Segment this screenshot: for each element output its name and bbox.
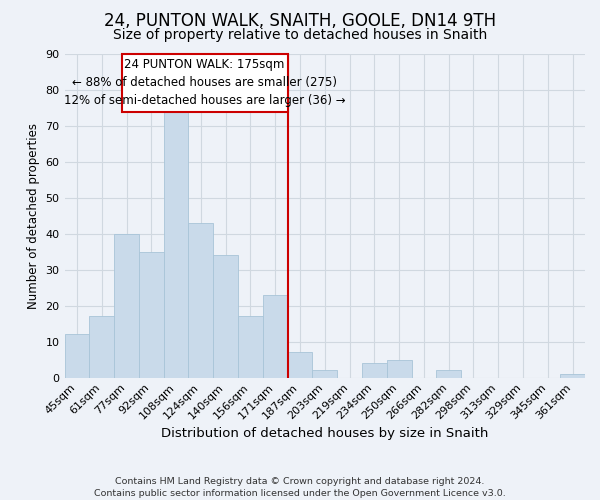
Text: Size of property relative to detached houses in Snaith: Size of property relative to detached ho…	[113, 28, 487, 42]
Bar	[238, 316, 263, 378]
Bar	[387, 360, 412, 378]
Bar	[188, 223, 213, 378]
Bar	[287, 352, 313, 378]
Text: Contains HM Land Registry data © Crown copyright and database right 2024.
Contai: Contains HM Land Registry data © Crown c…	[94, 476, 506, 498]
Bar	[139, 252, 164, 378]
Bar	[436, 370, 461, 378]
Bar	[313, 370, 337, 378]
Text: 24, PUNTON WALK, SNAITH, GOOLE, DN14 9TH: 24, PUNTON WALK, SNAITH, GOOLE, DN14 9TH	[104, 12, 496, 30]
Bar	[263, 295, 287, 378]
FancyBboxPatch shape	[122, 54, 287, 112]
Bar	[560, 374, 585, 378]
Bar	[89, 316, 114, 378]
Y-axis label: Number of detached properties: Number of detached properties	[27, 123, 40, 309]
Bar	[164, 112, 188, 378]
Bar	[114, 234, 139, 378]
X-axis label: Distribution of detached houses by size in Snaith: Distribution of detached houses by size …	[161, 427, 488, 440]
Text: 24 PUNTON WALK: 175sqm
← 88% of detached houses are smaller (275)
12% of semi-de: 24 PUNTON WALK: 175sqm ← 88% of detached…	[64, 58, 346, 108]
Bar	[362, 363, 387, 378]
Bar	[65, 334, 89, 378]
Bar	[213, 256, 238, 378]
